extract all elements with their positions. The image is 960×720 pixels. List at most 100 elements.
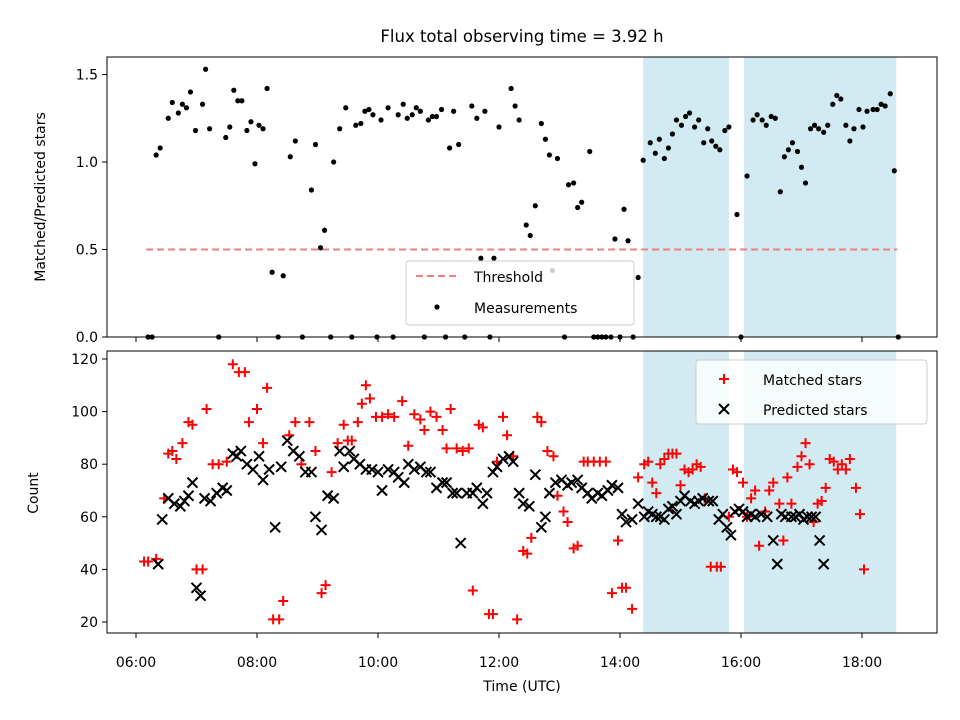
predicted-star-marker [565,476,578,489]
predicted-star-marker [398,476,410,489]
predicted-star-marker [446,487,459,499]
matched-star-marker [320,580,331,591]
predicted-star-marker [809,511,822,523]
predicted-star-marker [749,511,761,523]
bottom-x-ticks: 06:00 08:00 10:00 12:00 14:00 16:00 18:00 [116,633,882,671]
measurement-point [199,101,206,107]
matched-star-marker [326,467,337,478]
predicted-star-marker [632,497,644,510]
matched-star-marker [548,451,559,462]
matched-star-marker [441,443,452,454]
measurement-point [621,206,627,212]
measurement-point [678,122,685,128]
matched-star-marker [606,588,617,599]
measurement-point [202,66,209,72]
predicted-star-marker [257,474,269,486]
measurement-point [491,255,497,261]
measurement-point [554,155,561,162]
highlight-span [643,57,729,337]
measurement-point [575,204,581,211]
predicted-star-marker [376,484,388,497]
matched-star-marker [512,614,523,625]
predicted-star-marker [539,511,552,523]
predicted-star-marker [513,487,525,499]
matched-star-marker [655,459,666,470]
top-legend-box [405,260,635,326]
matched-stars-points [139,359,870,625]
legend-matched-label: Matched stars [763,373,862,389]
matched-star-marker [600,456,611,467]
matched-star-marker [715,561,726,572]
measurement-point [726,124,732,130]
matched-star-marker [627,603,638,614]
predicted-star-marker [670,508,683,520]
measurement-point [478,255,484,261]
top-panel: 0.0 0.5 1.0 1.5 Matched/Predicted stars Thr… [33,56,938,346]
matched-star-marker [274,614,285,625]
measurement-point [635,274,641,281]
predicted-star-marker [785,511,798,523]
predicted-star-marker [616,508,628,520]
matched-star-marker [800,438,811,449]
measurement-point [187,89,194,95]
predicted-star-marker [471,482,483,494]
measurement-point [546,152,553,158]
measurement-point [451,108,457,114]
measurement-point [696,117,702,123]
measurement-point [794,148,801,155]
matched-star-marker [258,438,269,449]
measurement-point [878,101,884,107]
predicted-star-marker [707,495,719,507]
matched-star-marker [820,482,831,493]
predicted-star-marker [813,534,826,547]
matched-star-marker [445,403,456,414]
measurement-point [456,141,462,148]
matched-star-marker [356,398,367,409]
predicted-star-marker [366,463,378,476]
matched-star-marker [201,403,212,414]
matched-star-marker [526,532,537,543]
predicted-star-marker [247,463,259,476]
measurement-point [682,113,689,120]
matched-star-marker [451,443,462,454]
top-y-tick-label: 1.5 [76,68,98,84]
predicted-star-marker [529,469,542,481]
measurement-point [625,238,631,244]
bottom-x-tick-label: 06:00 [116,655,156,671]
measurement-point [640,157,646,163]
measurement-point [856,106,862,113]
predicted-star-marker [190,582,203,594]
predicted-star-marker [450,487,463,499]
bottom-x-tick-label: 10:00 [358,655,398,671]
measurement-point [165,115,171,121]
measurement-point [843,122,849,128]
matched-star-marker [304,417,315,428]
measurement-point [223,134,229,141]
matched-star-marker [243,417,254,428]
matched-star-marker [437,425,448,436]
matched-star-marker [310,446,321,457]
matched-star-marker [633,472,644,483]
matched-star-marker [675,480,686,491]
matched-star-marker [536,417,547,428]
top-y-tick-label: 1.0 [76,155,98,171]
predicted-star-marker [721,521,733,534]
predicted-star-marker [612,482,624,494]
matched-star-marker [389,411,400,422]
top-x-ticks [135,337,863,342]
measurement-point [482,108,488,114]
matched-star-marker [177,438,188,449]
measurement-point [701,140,707,146]
predicted-star-marker [454,537,467,549]
measurement-point [317,245,324,251]
matched-star-marker [750,485,761,496]
predicted-star-marker [626,513,638,526]
bottom-legend: Matched stars Predicted stars [695,359,928,425]
matched-star-marker [695,461,706,472]
predicted-star-marker [507,455,519,468]
measurement-point [280,273,286,279]
measurement-point [362,108,368,114]
predicted-star-marker [620,516,632,528]
matched-star-marker [643,456,654,467]
matched-star-marker [647,477,658,488]
